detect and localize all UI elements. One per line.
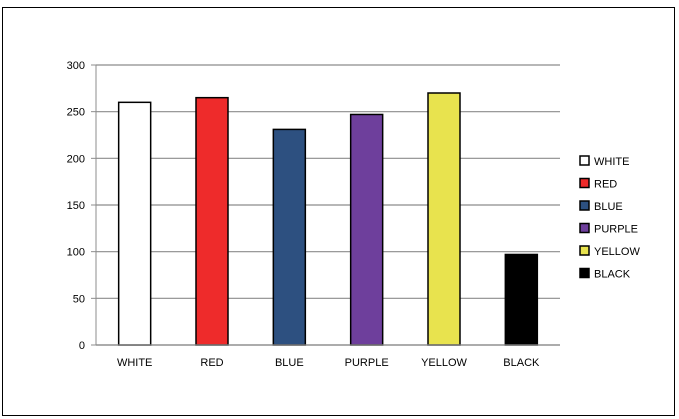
y-tick-label-300: 300 [67, 60, 85, 72]
y-tick-label-150: 150 [67, 200, 85, 212]
x-tick-label-white: WHITE [117, 357, 152, 369]
chart-frame [2, 7, 675, 416]
bar-black [504, 253, 539, 346]
bar-yellow [427, 92, 461, 346]
x-axis: WHITE RED BLUE PURPLE YELLOW BLACK [96, 344, 560, 369]
bar-purple [349, 113, 384, 346]
legend-swatch-white [579, 155, 590, 166]
legend-label-blue: BLUE [594, 201, 623, 213]
y-axis: 0 50 100 150 200 250 300 [67, 60, 97, 352]
x-tick-label-black: BLACK [503, 357, 540, 369]
bar-white [117, 101, 152, 346]
legend-swatch-yellow [579, 245, 590, 256]
x-tick-label-red: RED [200, 357, 223, 369]
y-tick-label-250: 250 [67, 107, 85, 119]
x-tick-label-blue: BLUE [275, 357, 304, 369]
legend-swatch-red [579, 177, 590, 189]
gridlines [96, 64, 560, 346]
bars [117, 92, 539, 346]
legend-label-white: WHITE [594, 156, 629, 168]
y-tick-label-200: 200 [67, 153, 85, 165]
legend-label-yellow: YELLOW [594, 246, 640, 258]
bar-blue [272, 128, 307, 346]
y-tick-label-50: 50 [73, 293, 85, 305]
bar-red [195, 96, 229, 346]
y-tick-label-0: 0 [79, 340, 85, 352]
legend-label-red: RED [594, 179, 617, 191]
legend-swatch-blue [579, 200, 590, 211]
legend-label-purple: PURPLE [594, 224, 638, 236]
legend-swatch-purple [579, 222, 590, 234]
legend: WHITE RED BLUE PURPLE YELLOW BLACK [579, 155, 640, 281]
legend-label-black: BLACK [594, 269, 631, 281]
legend-swatch-black [579, 267, 590, 279]
y-tick-label-100: 100 [67, 247, 85, 259]
x-tick-label-purple: PURPLE [345, 357, 389, 369]
x-tick-label-yellow: YELLOW [421, 357, 467, 369]
